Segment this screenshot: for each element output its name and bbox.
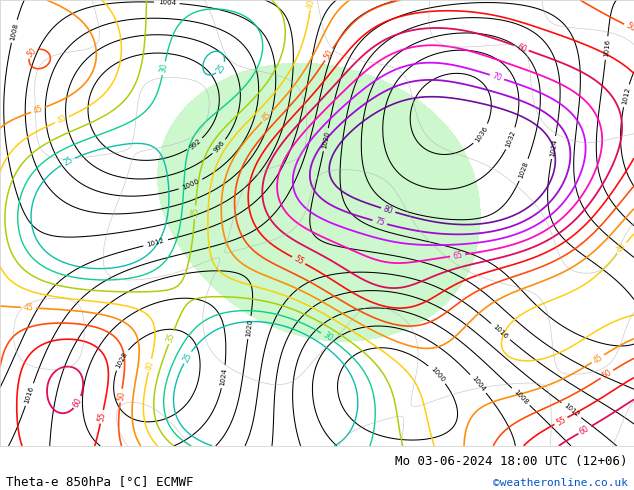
Text: 35: 35	[190, 207, 200, 218]
Text: 60: 60	[515, 42, 528, 54]
Text: 1008: 1008	[512, 388, 529, 405]
Text: 1016: 1016	[24, 385, 35, 404]
Text: 1024: 1024	[549, 138, 558, 157]
Text: 45: 45	[32, 104, 44, 116]
Text: 992: 992	[188, 138, 202, 151]
Text: 40: 40	[306, 0, 316, 9]
Text: 40: 40	[56, 114, 68, 126]
Text: 50: 50	[624, 21, 634, 34]
Text: 996: 996	[212, 140, 226, 154]
Text: 1020: 1020	[321, 130, 330, 149]
Text: 70: 70	[491, 71, 503, 83]
Text: 60: 60	[72, 396, 84, 409]
Text: 45: 45	[592, 352, 604, 365]
Text: 1024: 1024	[219, 368, 228, 386]
Text: 1008: 1008	[9, 22, 19, 41]
Text: 1016: 1016	[603, 39, 611, 57]
Text: 25: 25	[181, 351, 194, 364]
Text: 55: 55	[554, 415, 567, 427]
Text: 50: 50	[323, 48, 335, 61]
Text: 25: 25	[62, 155, 75, 168]
Text: 35: 35	[165, 331, 177, 343]
Text: 40: 40	[616, 242, 628, 255]
Text: 1012: 1012	[562, 402, 580, 418]
Text: 40: 40	[145, 360, 155, 371]
Text: 1028: 1028	[115, 350, 128, 369]
Text: 1032: 1032	[505, 129, 517, 148]
Text: Mo 03-06-2024 18:00 UTC (12+06): Mo 03-06-2024 18:00 UTC (12+06)	[395, 455, 628, 468]
Text: 60: 60	[578, 423, 592, 437]
Text: 30: 30	[158, 63, 169, 74]
Text: 80: 80	[382, 204, 394, 216]
Text: 1012: 1012	[146, 238, 165, 248]
Text: 1000: 1000	[181, 178, 200, 191]
Text: 45: 45	[261, 110, 273, 123]
Text: 55: 55	[96, 411, 107, 422]
Text: 50: 50	[25, 46, 39, 59]
Text: 75: 75	[374, 217, 385, 228]
Text: 1016: 1016	[492, 323, 509, 340]
Text: 50: 50	[600, 368, 614, 381]
Text: ©weatheronline.co.uk: ©weatheronline.co.uk	[493, 478, 628, 488]
Text: 1000: 1000	[429, 366, 446, 383]
Text: 45: 45	[23, 303, 34, 313]
Text: 1004: 1004	[158, 0, 176, 6]
Text: 1020: 1020	[245, 318, 254, 337]
Text: 1028: 1028	[518, 160, 530, 179]
Text: 55: 55	[292, 254, 305, 267]
Text: 1012: 1012	[621, 86, 631, 105]
Text: 1004: 1004	[470, 375, 486, 392]
Text: 1036: 1036	[474, 125, 489, 143]
Text: Theta-e 850hPa [°C] ECMWF: Theta-e 850hPa [°C] ECMWF	[6, 474, 194, 488]
Text: 50: 50	[116, 390, 126, 401]
Text: 65: 65	[452, 250, 463, 261]
Text: 25: 25	[215, 62, 228, 74]
Text: 30: 30	[321, 330, 334, 343]
